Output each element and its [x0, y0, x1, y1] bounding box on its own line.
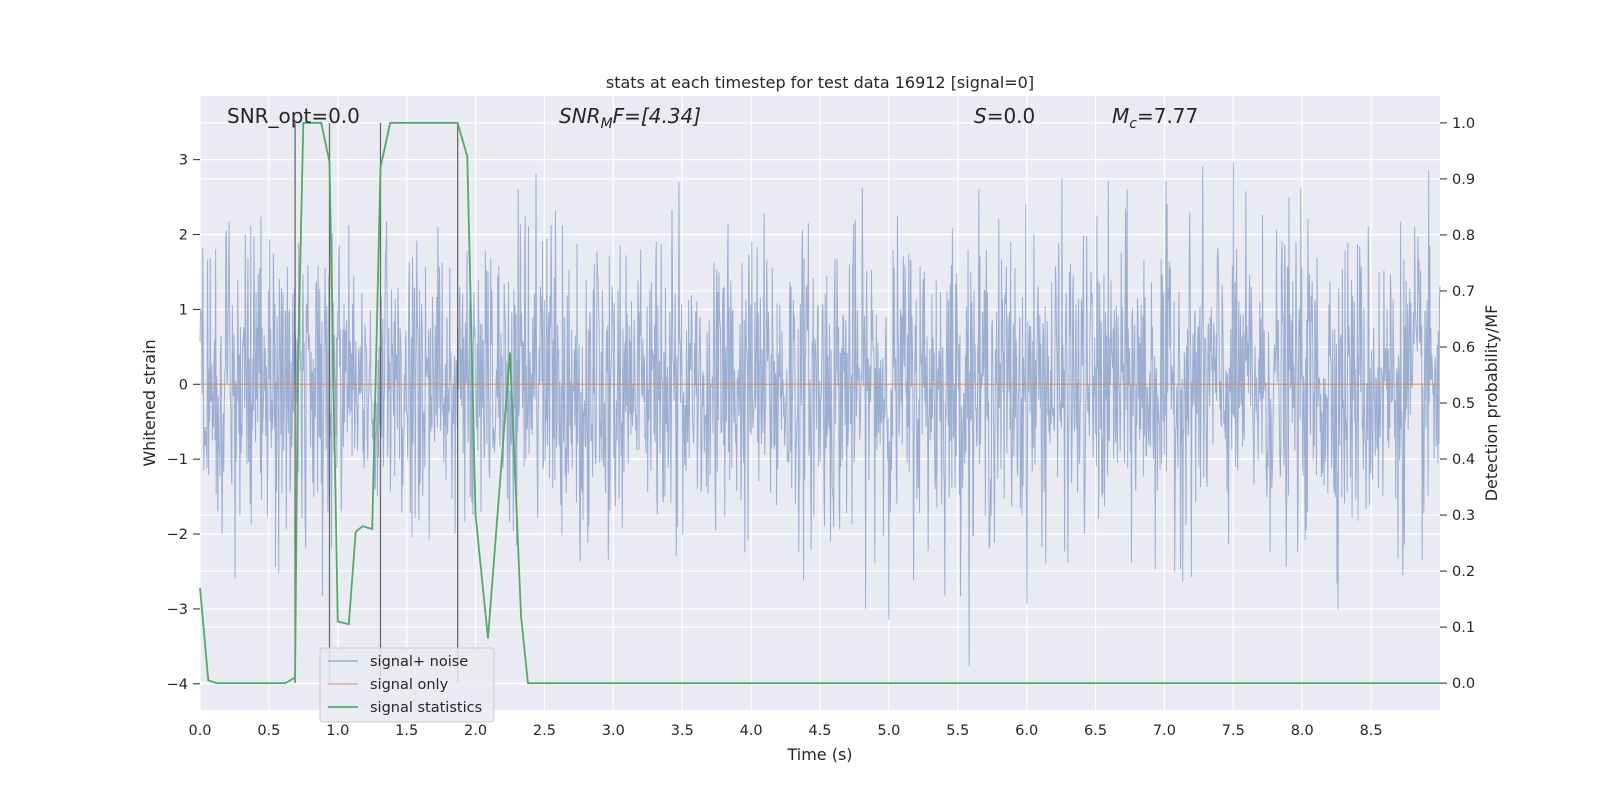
x-tick-label: 5.5	[946, 723, 969, 739]
right-y-tick-label: 0.3	[1452, 508, 1475, 524]
series-signal-noise	[199, 162, 1441, 666]
x-tick-label: 2.0	[464, 723, 487, 739]
left-y-axis-ticks: 3 2 1 0 −1 −2 −3 −4	[167, 153, 200, 693]
annotation-mc: Mc=7.77	[1112, 104, 1198, 132]
legend-label-signal-only: signal only	[370, 677, 449, 693]
annotation-mc-value: =7.77	[1137, 104, 1198, 128]
legend-label-signal-statistics: signal statistics	[370, 700, 482, 716]
x-tick-label: 2.5	[533, 723, 556, 739]
x-tick-label: 1.5	[395, 723, 418, 739]
x-tick-label: 6.5	[1084, 723, 1107, 739]
x-tick-label: 0.0	[188, 723, 211, 739]
legend: signal+ noise signal only signal statist…	[319, 647, 495, 723]
right-y-tick-label: 0.2	[1452, 564, 1475, 580]
legend-label-signal-noise: signal+ noise	[370, 654, 468, 670]
right-y-axis-ticks: 1.0 0.9 0.8 0.7 0.6 0.5 0.4 0.3 0.2 0.1 0.0	[1440, 116, 1475, 692]
x-tick-label: 3.5	[671, 723, 694, 739]
x-tick-label: 7.0	[1153, 723, 1176, 739]
x-tick-label: 6.0	[1015, 723, 1038, 739]
right-y-tick-label: 0.7	[1452, 284, 1475, 300]
annotation-mc-label: M	[1112, 104, 1129, 128]
annotation-snr-mf-sub: M	[601, 116, 613, 132]
x-tick-label: 3.0	[602, 723, 625, 739]
signal-statistics-line	[199, 121, 1440, 685]
annotation-snr-mf-label: SNR	[559, 104, 601, 128]
annotation-snr-mf-value: F=[4.34]	[613, 104, 701, 128]
right-y-axis-label: Detection probability/MF	[1482, 305, 1501, 502]
x-tick-label: 7.5	[1222, 723, 1245, 739]
left-y-tick-label: −3	[167, 602, 188, 618]
legend-box	[319, 647, 495, 723]
series-signal-statistics	[199, 121, 1440, 685]
right-y-tick-label: 0.4	[1452, 452, 1475, 468]
x-axis-label: Time (s)	[786, 745, 852, 764]
right-y-tick-label: 0.1	[1452, 620, 1475, 636]
left-y-tick-label: 3	[179, 153, 188, 169]
annotation-mc-sub: c	[1129, 116, 1137, 132]
left-y-tick-label: 0	[179, 377, 188, 393]
right-y-tick-label: 1.0	[1452, 116, 1475, 132]
left-y-tick-label: 2	[179, 228, 188, 244]
left-y-axis-label: Whitened strain	[140, 339, 159, 466]
x-tick-label: 8.0	[1291, 723, 1314, 739]
chart-title: stats at each timestep for test data 169…	[606, 73, 1034, 92]
x-tick-label: 8.5	[1360, 723, 1383, 739]
annotation-s-value: =0.0	[987, 104, 1036, 128]
signal-noise-line	[199, 162, 1441, 666]
left-y-tick-label: −1	[167, 452, 188, 468]
x-tick-label: 4.0	[740, 723, 763, 739]
annotation-s: S=0.0	[974, 104, 1035, 128]
left-y-tick-label: −2	[167, 527, 188, 543]
right-y-tick-label: 0.9	[1452, 172, 1475, 188]
annotation-snr-opt: SNR_opt=0.0	[227, 104, 360, 128]
right-y-tick-label: 0.8	[1452, 228, 1475, 244]
right-y-tick-label: 0.0	[1452, 676, 1475, 692]
x-axis-ticks: 0.0 0.5 1.0 1.5 2.0 2.5 3.0 3.5 4.0 4.5 5.0 5.5 6.0 6…	[188, 723, 1382, 739]
x-tick-label: 1.0	[326, 723, 349, 739]
x-tick-label: 0.5	[257, 723, 280, 739]
x-tick-label: 4.5	[808, 723, 831, 739]
annotation-snr-mf: SNRMF=[4.34]	[559, 104, 701, 132]
annotation-s-label: S	[974, 104, 987, 128]
x-tick-label: 5.0	[877, 723, 900, 739]
left-y-tick-label: −4	[167, 677, 188, 693]
right-y-tick-label: 0.6	[1452, 340, 1475, 356]
left-y-tick-label: 1	[179, 302, 188, 318]
right-y-tick-label: 0.5	[1452, 396, 1475, 412]
